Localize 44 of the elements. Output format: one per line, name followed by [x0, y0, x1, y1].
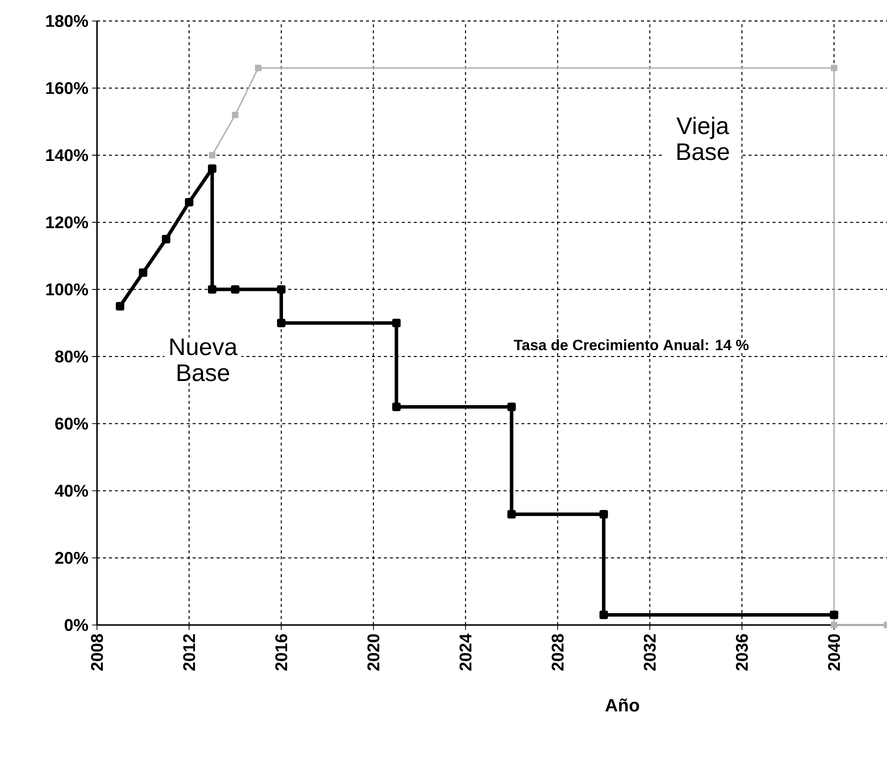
point — [208, 285, 216, 294]
x-tick-label: 2032 — [644, 634, 656, 671]
point — [184, 198, 194, 206]
point — [599, 510, 608, 518]
y-tick-label: 180% — [46, 14, 88, 27]
y-tick-label: 160% — [46, 82, 88, 94]
x-tick-label: 2012 — [183, 634, 196, 671]
point — [507, 402, 516, 412]
x-axis-title: Año — [605, 698, 640, 712]
point — [392, 402, 401, 412]
point — [116, 302, 124, 310]
point — [830, 64, 838, 72]
text: Vieja Base — [676, 116, 730, 160]
point — [230, 285, 240, 294]
y-tick-label: 0% — [64, 618, 88, 631]
point — [830, 610, 838, 620]
y-tick-label: 60% — [55, 418, 88, 430]
point — [232, 112, 238, 118]
point — [162, 234, 170, 244]
x-tick-label: 2036 — [736, 634, 748, 671]
point — [599, 610, 608, 620]
annotation: Tasa de Crecimiento Anual: 14 % — [514, 339, 749, 350]
point — [277, 318, 286, 328]
x-tick-label: 2024 — [460, 634, 472, 671]
y-tick-label: 40% — [54, 484, 88, 497]
point — [277, 285, 286, 294]
y-tick-label: 140% — [46, 149, 88, 162]
x-tick-label: 2008 — [91, 634, 104, 671]
point — [507, 510, 516, 518]
point — [392, 318, 401, 328]
y-tick-label: 80% — [55, 350, 88, 363]
y-tick-label: 120% — [46, 216, 88, 228]
point — [208, 164, 216, 173]
point — [138, 268, 148, 277]
series-label: Nueva Base — [170, 338, 238, 382]
x-tick-label: 2028 — [552, 634, 564, 671]
x-tick-label: 2020 — [367, 634, 380, 671]
point — [208, 152, 216, 158]
x-tick-label: 2016 — [275, 634, 288, 671]
point — [254, 64, 262, 72]
point — [830, 622, 838, 628]
x-tick-label: 2040 — [828, 634, 840, 671]
y-tick-label: 20% — [55, 552, 88, 564]
y-tick-label: 100% — [46, 283, 88, 296]
